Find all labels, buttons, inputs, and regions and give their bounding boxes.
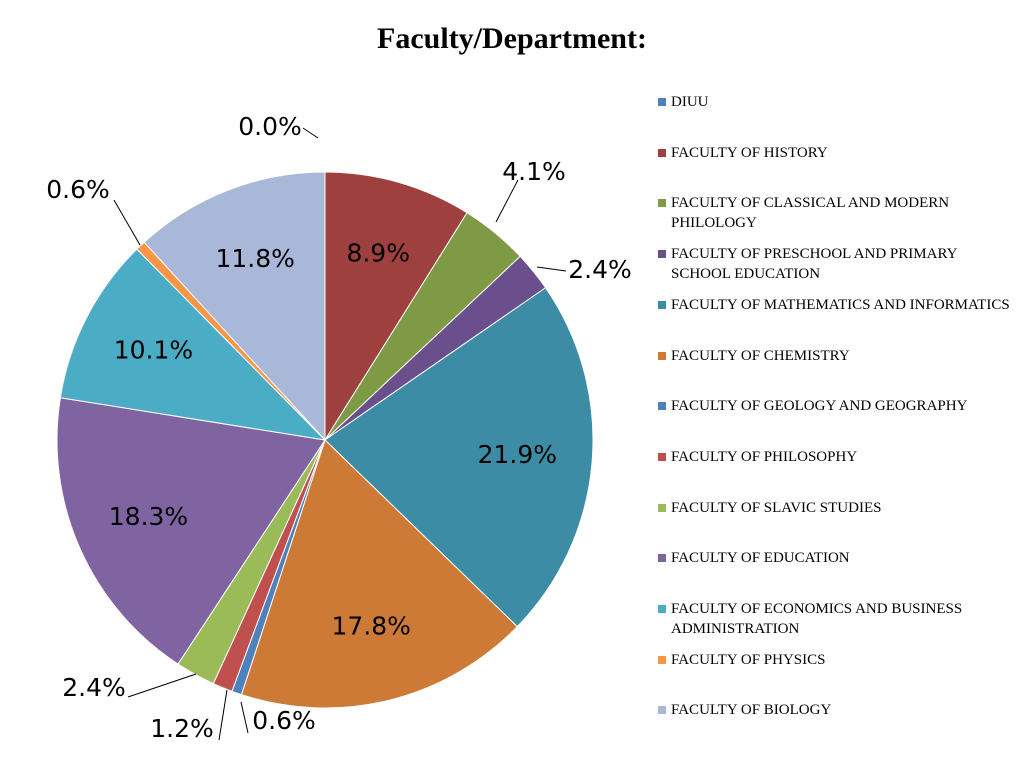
leader-line-8 bbox=[127, 673, 197, 698]
leader-line-7 bbox=[218, 689, 228, 741]
slice-label-11: 0.6% bbox=[46, 175, 110, 204]
pie-slice-4 bbox=[324, 287, 594, 628]
legend-swatch-1 bbox=[658, 148, 666, 157]
slice-label-10: 10.1% bbox=[114, 336, 193, 365]
legend-label-11: FACULTY OF PHYSICS bbox=[671, 651, 826, 668]
legend-swatch-6 bbox=[658, 402, 666, 411]
legend-swatch-7 bbox=[658, 452, 666, 461]
slice-label-5: 17.8% bbox=[331, 611, 410, 640]
legend-label-2: FACULTY OF CLASSICAL AND MODERN PHILOLOG… bbox=[671, 195, 950, 232]
slice-label-0: 0.0% bbox=[238, 112, 302, 141]
legend-label-0: DIUU bbox=[671, 94, 709, 110]
legend-swatch-3 bbox=[658, 250, 666, 259]
pie-slice-9 bbox=[56, 397, 326, 665]
legend-swatch-5 bbox=[658, 351, 666, 360]
legend-label-1: FACULTY OF HISTORY bbox=[671, 144, 828, 161]
legend-swatch-10 bbox=[658, 605, 666, 613]
leader-line-3 bbox=[536, 266, 567, 272]
pie-slice-10 bbox=[59, 248, 327, 441]
slice-label-8: 2.4% bbox=[62, 673, 126, 702]
pie-slice-12 bbox=[143, 171, 326, 442]
chart-title: Faculty/Department: bbox=[377, 22, 647, 55]
legend-swatch-0 bbox=[658, 98, 666, 106]
legend-label-6: FACULTY OF GEOLOGY AND GEOGRAPHY bbox=[671, 398, 968, 415]
legend-swatch-12 bbox=[658, 706, 666, 715]
leader-lines bbox=[113, 127, 567, 741]
legend-label-4: FACULTY OF MATHEMATICS AND INFORMATICS bbox=[671, 296, 1010, 313]
leader-line-6 bbox=[240, 701, 249, 734]
legend-label-9: FACULTY OF EDUCATION bbox=[671, 550, 850, 567]
leader-line-2 bbox=[495, 179, 519, 223]
legend-label-10: FACULTY OF ECONOMICS AND BUSINESS ADMINI… bbox=[671, 601, 963, 637]
legend-label-3: FACULTY OF PRESCHOOL AND PRIMARY SCHOOL … bbox=[671, 246, 957, 283]
slice-label-1: 8.9% bbox=[346, 239, 410, 268]
slice-label-3: 2.4% bbox=[568, 255, 632, 284]
legend-label-7: FACULTY OF PHILOSOPHY bbox=[671, 448, 858, 465]
pie-slice-5 bbox=[240, 439, 519, 709]
slice-label-7: 1.2% bbox=[150, 714, 214, 743]
legend-label-5: FACULTY OF CHEMISTRY bbox=[671, 347, 850, 364]
slice-labels: 0.0% 8.9% 4.1% 2.4% 21.9% 17.8% 0.6% 1.2% 2.4% 18… bbox=[46, 112, 632, 743]
slice-label-4: 21.9% bbox=[478, 440, 557, 469]
leader-line-0 bbox=[302, 127, 319, 139]
legend-swatch-2 bbox=[658, 199, 666, 208]
legend-swatch-8 bbox=[658, 503, 666, 512]
legend-swatch-11 bbox=[658, 655, 666, 664]
pie-slice-1 bbox=[324, 171, 468, 442]
legend-label-8: FACULTY OF SLAVIC STUDIES bbox=[671, 499, 882, 516]
slice-label-6: 0.6% bbox=[252, 706, 316, 735]
slice-label-12: 11.8% bbox=[215, 244, 294, 273]
slice-label-2: 4.1% bbox=[502, 157, 566, 186]
slice-label-9: 18.3% bbox=[109, 502, 188, 531]
leader-line-11 bbox=[113, 199, 141, 246]
pie-slices bbox=[56, 171, 594, 709]
legend-swatch-4 bbox=[658, 300, 666, 309]
legend-swatch-9 bbox=[658, 554, 666, 563]
legend-label-12: FACULTY OF BIOLOGY bbox=[671, 702, 832, 719]
